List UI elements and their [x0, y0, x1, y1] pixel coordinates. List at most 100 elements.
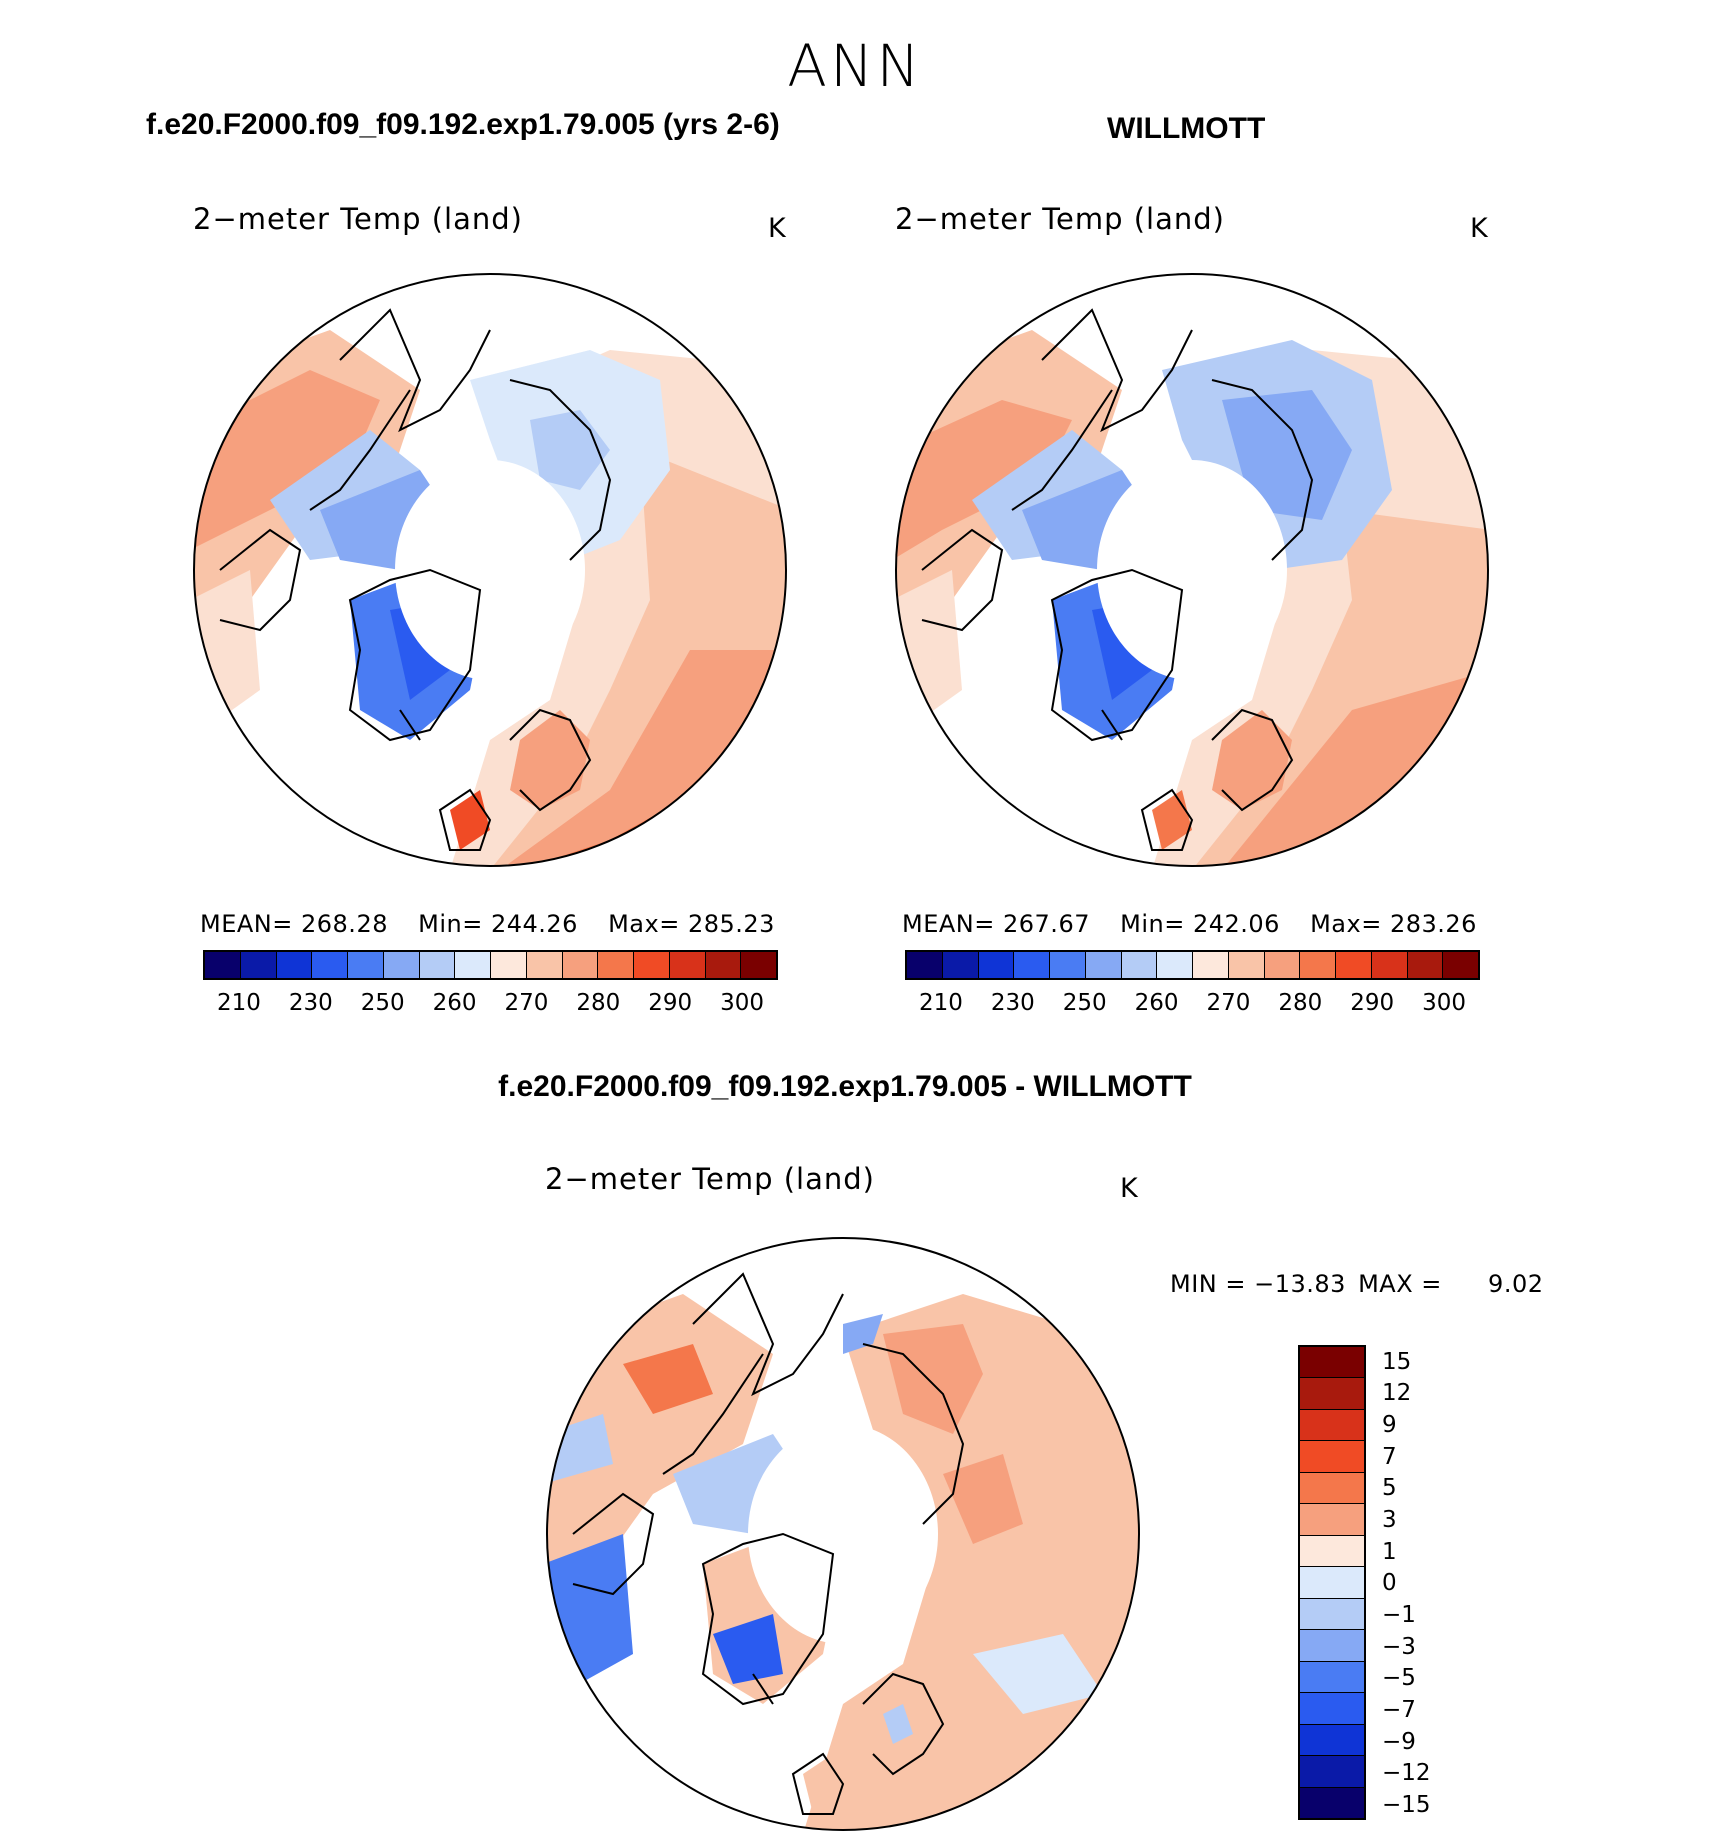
colorbar-swatch — [942, 952, 979, 978]
colorbar-tick-label: 1 — [1382, 1538, 1397, 1565]
colorbar-swatch — [907, 952, 943, 978]
colorbar-swatch — [705, 952, 742, 978]
colorbar-swatch — [1300, 1630, 1364, 1662]
colorbar-swatch — [1300, 1724, 1364, 1757]
case-title: f.e20.F2000.f09_f09.192.exp1.79.005 (yrs… — [146, 108, 780, 141]
min-value: 244.26 — [490, 910, 578, 938]
panel1-stats: MEAN= 268.28 Min= 244.26 Max= 285.23 — [200, 910, 775, 938]
colorbar-obs-ticks: 210 230 250 260 270 280 290 300 — [905, 990, 1480, 1020]
colorbar-tick-label: 250 — [1062, 990, 1107, 1016]
colorbar-tick-label: 260 — [1134, 990, 1179, 1016]
colorbar-swatch — [1300, 1472, 1364, 1505]
map-diff-fill — [547, 1238, 1139, 1830]
colorbar-swatch — [634, 952, 670, 978]
coastlines — [572, 1272, 965, 1815]
colorbar-swatch — [1300, 1347, 1364, 1379]
colorbar-swatch — [383, 952, 420, 978]
mean-value: 268.28 — [301, 910, 388, 938]
colorbar-swatch — [741, 952, 776, 978]
colorbar-model-ticks: 210 230 250 260 270 280 290 300 — [203, 990, 778, 1020]
colorbar-swatch — [1121, 952, 1158, 978]
colorbar-swatch — [526, 952, 563, 978]
colorbar-swatch — [1371, 952, 1408, 978]
colorbar-tick-label: 290 — [648, 990, 693, 1016]
colorbar-swatch — [1193, 952, 1229, 978]
map-model-border — [193, 273, 787, 867]
colorbar-tick-label: 270 — [504, 990, 549, 1016]
colorbar-swatch — [562, 952, 599, 978]
colorbar-swatch — [1443, 952, 1478, 978]
colorbar-swatch — [1300, 1409, 1364, 1442]
colorbar-tick-label: 260 — [432, 990, 477, 1016]
map-model — [193, 273, 787, 867]
colorbar-tick-label: 290 — [1350, 990, 1395, 1016]
min-value: −13.83 — [1254, 1270, 1346, 1298]
max-value: 9.02 — [1488, 1270, 1544, 1298]
max-label: Max= — [608, 910, 680, 938]
max-value: 283.26 — [1389, 910, 1477, 938]
colorbar-swatch — [1300, 1504, 1364, 1536]
colorbar-swatch — [1300, 1535, 1364, 1568]
colorbar-tick-label: −7 — [1382, 1697, 1416, 1723]
colorbar-swatch — [1300, 1567, 1364, 1599]
colorbar-swatch — [491, 952, 527, 978]
colorbar-obs — [905, 950, 1480, 980]
colorbar-tick-label: 5 — [1382, 1475, 1397, 1502]
colorbar-tick-label: 210 — [918, 990, 963, 1016]
diff-title: f.e20.F2000.f09_f09.192.exp1.79.005 - WI… — [498, 1070, 1192, 1103]
colorbar-swatch — [1407, 952, 1444, 978]
max-label: Max= — [1310, 910, 1382, 938]
colorbar-tick-label: −5 — [1382, 1665, 1416, 1692]
colorbar-tick-label: −1 — [1382, 1602, 1416, 1628]
colorbar-tick-label: 280 — [1278, 990, 1323, 1016]
colorbar-swatch — [455, 952, 491, 978]
panel2-stats: MEAN= 267.67 Min= 242.06 Max= 283.26 — [902, 910, 1477, 938]
colorbar-swatch — [348, 952, 384, 978]
colorbar-tick-label: 230 — [990, 990, 1035, 1016]
obs-title: WILLMOTT — [1107, 112, 1266, 145]
colorbar-tick-label: −15 — [1382, 1792, 1431, 1818]
min-value: 242.06 — [1192, 910, 1280, 938]
colorbar-swatch — [1157, 952, 1193, 978]
colorbar-tick-label: 250 — [360, 990, 405, 1016]
panel2-label: 2−meter Temp (land) — [895, 202, 1225, 236]
figure-title: ANN — [787, 32, 923, 100]
colorbar-tick-label: 3 — [1382, 1507, 1397, 1533]
colorbar-swatch — [240, 952, 277, 978]
colorbar-swatch — [1300, 1378, 1364, 1410]
panel1-unit: K — [768, 213, 786, 244]
colorbar-swatch — [1300, 952, 1336, 978]
coastlines — [219, 308, 612, 851]
colorbar-swatch — [1300, 1661, 1364, 1694]
mean-label: MEAN= — [902, 910, 995, 938]
colorbar-swatch — [312, 952, 348, 978]
colorbar-swatch — [205, 952, 241, 978]
colorbar-swatch — [419, 952, 456, 978]
colorbar-tick-label: −9 — [1382, 1728, 1416, 1755]
panel3-unit: K — [1120, 1173, 1138, 1204]
colorbar-tick-label: 9 — [1382, 1412, 1397, 1438]
panel2-unit: K — [1470, 213, 1488, 244]
min-label: MIN = — [1170, 1270, 1246, 1298]
colorbar-swatch — [669, 952, 706, 978]
colorbar-swatch — [1300, 1693, 1364, 1725]
map-diff — [546, 1237, 1140, 1831]
mean-label: MEAN= — [200, 910, 293, 938]
coastlines — [921, 308, 1314, 851]
min-label: Min= — [418, 910, 483, 938]
colorbar-tick-label: 280 — [576, 990, 621, 1016]
colorbar-tick-label: 12 — [1382, 1380, 1412, 1407]
colorbar-swatch — [276, 952, 313, 978]
map-obs-border — [895, 273, 1489, 867]
colorbar-tick-label: −12 — [1382, 1760, 1431, 1787]
panel3-label: 2−meter Temp (land) — [545, 1162, 875, 1196]
colorbar-swatch — [978, 952, 1015, 978]
colorbar-swatch — [1336, 952, 1372, 978]
mean-value: 267.67 — [1003, 910, 1090, 938]
colorbar-tick-label: 300 — [720, 990, 765, 1016]
max-value: 285.23 — [687, 910, 775, 938]
colorbar-tick-label: 270 — [1206, 990, 1251, 1016]
colorbar-swatch — [1050, 952, 1086, 978]
colorbar-tick-label: 7 — [1382, 1443, 1397, 1470]
colorbar-tick-label: 15 — [1382, 1348, 1412, 1375]
